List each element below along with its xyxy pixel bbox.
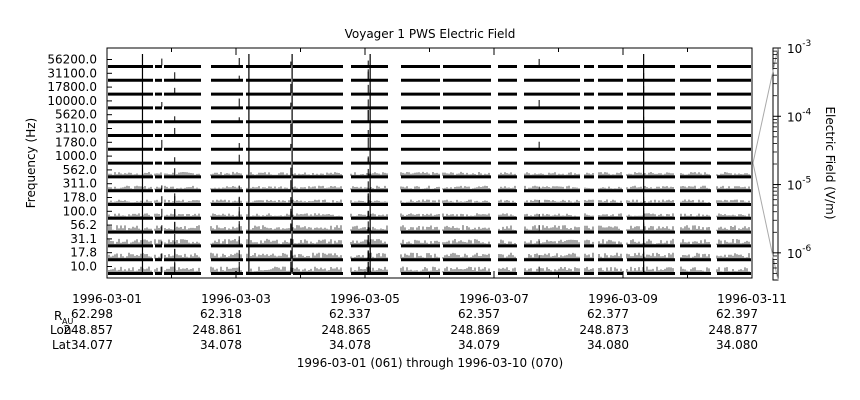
- channel-label: 3110.0: [55, 122, 97, 136]
- ephem-row-label-au: AU: [62, 317, 73, 326]
- x-tick-label: 1996-03-07: [459, 292, 529, 306]
- ephem-r_au-value: 62.397: [716, 307, 758, 321]
- ephem-lat-value: 34.078: [200, 338, 242, 352]
- date-range-label: 1996-03-01 (061) through 1996-03-10 (070…: [297, 356, 563, 370]
- channel-label: 17.8: [70, 246, 97, 260]
- ephem-lon-value: 248.861: [192, 323, 242, 337]
- channel-label: 56200.0: [47, 53, 97, 67]
- trace-noise: [108, 171, 750, 176]
- channel-trace-5: [108, 123, 751, 137]
- channel-traces: [108, 54, 751, 275]
- colorbar-tick-label: 10-5: [787, 176, 811, 193]
- channel-label: 178.0: [63, 191, 97, 205]
- channel-label: 10000.0: [47, 94, 97, 108]
- channel-trace-4: [108, 109, 751, 124]
- x-axis-ticks: [106, 48, 753, 278]
- x-tick-label: 1996-03-01: [72, 292, 142, 306]
- channel-label: 31100.0: [47, 66, 97, 80]
- chart-title: Voyager 1 PWS Electric Field: [345, 27, 516, 41]
- ephem-r_au-value: 62.298: [71, 307, 113, 321]
- x-tick-labels: 1996-03-01 1996-03-03 1996-03-05 1996-03-07…: [72, 292, 787, 306]
- colorbar: 10-3 10-4 10-5 10-6 Electric Field (V/m): [752, 39, 837, 281]
- channel-trace-2: [108, 83, 751, 96]
- channel-label: 17800.0: [47, 80, 97, 94]
- channel-trace-9: [108, 180, 751, 193]
- ephem-row-label-lat: Lat: [52, 338, 71, 352]
- channel-trace-1: [108, 69, 751, 82]
- ephem-lat-value: 34.080: [716, 338, 758, 352]
- ephem-lat-value: 34.078: [329, 338, 371, 352]
- x-tick-label: 1996-03-11: [717, 292, 787, 306]
- ephem-lat-value: 34.079: [458, 338, 500, 352]
- channel-trace-15: [108, 261, 751, 275]
- trace-noise: [108, 266, 750, 273]
- ephem-lat-value: 34.080: [587, 338, 629, 352]
- ephem-lon-value: 248.865: [321, 323, 371, 337]
- x-tick-label: 1996-03-05: [330, 292, 400, 306]
- channel-trace-3: [108, 98, 751, 110]
- colorbar-connector-bottom: [752, 162, 779, 281]
- channel-trace-6: [108, 137, 751, 151]
- trace-noise: [108, 185, 750, 190]
- channel-label: 5620.0: [55, 108, 97, 122]
- channel-label: 56.2: [70, 218, 97, 232]
- ephem-lat-value: 34.077: [71, 338, 113, 352]
- trace-noise: [108, 199, 750, 204]
- channel-trace-10: [108, 193, 751, 206]
- ephem-row-label-r: R: [54, 309, 62, 323]
- ephem-row-label-lon: Lon: [50, 323, 71, 337]
- x-tick-label: 1996-03-09: [588, 292, 658, 306]
- colorbar-tick-label: 10-4: [787, 107, 812, 124]
- ephem-r_au-value: 62.357: [458, 307, 500, 321]
- ephem-r_au-value: 62.377: [587, 307, 629, 321]
- channel-labels: 56200.031100.017800.010000.05620.03110.0…: [47, 53, 112, 274]
- x-tick-label: 1996-03-03: [201, 292, 271, 306]
- ephem-lon-value: 248.857: [63, 323, 113, 337]
- channel-trace-13: [108, 233, 751, 248]
- channel-label: 311.0: [63, 177, 97, 191]
- y-axis-label: Frequency (Hz): [24, 118, 38, 209]
- channel-label: 562.0: [63, 163, 97, 177]
- trace-noise: [108, 252, 750, 259]
- colorbar-label: Electric Field (V/m): [823, 106, 837, 219]
- channel-trace-14: [108, 247, 751, 262]
- channel-trace-7: [108, 152, 751, 165]
- channel-trace-8: [108, 167, 751, 179]
- colorbar-tick-label: 10-6: [787, 244, 812, 261]
- trace-noise: [108, 213, 750, 218]
- ephem-lon-value: 248.873: [579, 323, 629, 337]
- channel-trace-11: [108, 206, 751, 220]
- channel-label: 31.1: [70, 232, 97, 246]
- trace-noise: [108, 225, 750, 232]
- ephem-r_au-value: 62.318: [200, 307, 242, 321]
- ephem-lon-value: 248.877: [708, 323, 758, 337]
- trace-noise: [108, 238, 750, 245]
- channel-label: 1780.0: [55, 135, 97, 149]
- ephem-r_au-value: 62.337: [329, 307, 371, 321]
- colorbar-connector-top: [752, 47, 779, 164]
- ephem-lon-value: 248.869: [450, 323, 500, 337]
- channel-label: 1000.0: [55, 149, 97, 163]
- channel-label: 10.0: [70, 260, 97, 274]
- channel-trace-0: [108, 58, 751, 68]
- channel-trace-12: [108, 221, 751, 234]
- channel-label: 100.0: [63, 204, 97, 218]
- colorbar-tick-label: 10-3: [787, 39, 811, 56]
